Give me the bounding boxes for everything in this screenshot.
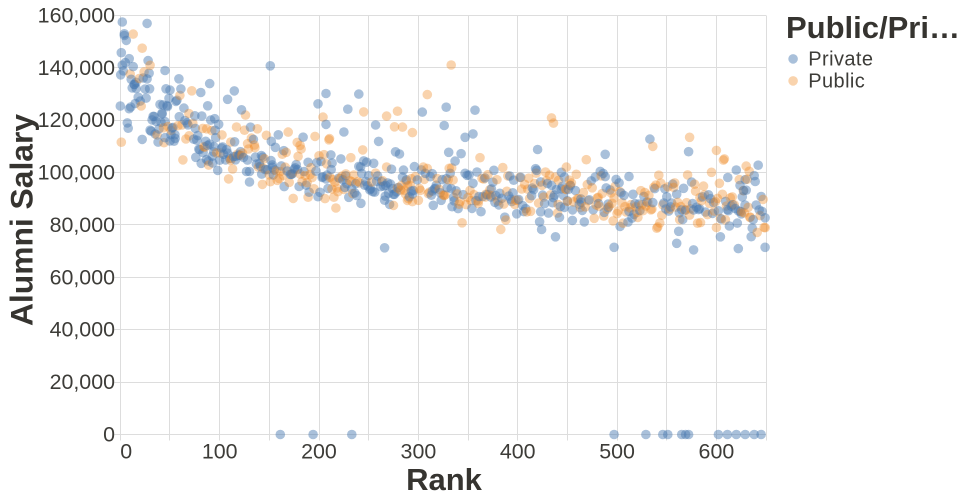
svg-text:500: 500 <box>599 440 635 464</box>
svg-text:120,000: 120,000 <box>38 108 115 132</box>
svg-text:0: 0 <box>103 422 115 446</box>
svg-text:Rank: Rank <box>406 462 483 497</box>
svg-text:160,000: 160,000 <box>38 3 115 27</box>
svg-text:200: 200 <box>301 440 337 464</box>
svg-text:40,000: 40,000 <box>50 318 116 342</box>
svg-text:0: 0 <box>120 440 132 464</box>
svg-text:80,000: 80,000 <box>50 213 116 237</box>
svg-text:Public/Pri…: Public/Pri… <box>786 10 960 45</box>
svg-text:400: 400 <box>500 440 536 464</box>
svg-text:Private: Private <box>808 49 873 71</box>
svg-text:Alumni Salary: Alumni Salary <box>4 114 40 326</box>
svg-text:140,000: 140,000 <box>38 56 115 80</box>
svg-text:60,000: 60,000 <box>50 265 116 289</box>
svg-text:Public: Public <box>808 71 865 93</box>
svg-text:300: 300 <box>401 440 437 464</box>
svg-text:100: 100 <box>202 440 238 464</box>
svg-text:20,000: 20,000 <box>50 370 116 394</box>
svg-text:600: 600 <box>699 440 735 464</box>
svg-text:100,000: 100,000 <box>38 161 115 185</box>
